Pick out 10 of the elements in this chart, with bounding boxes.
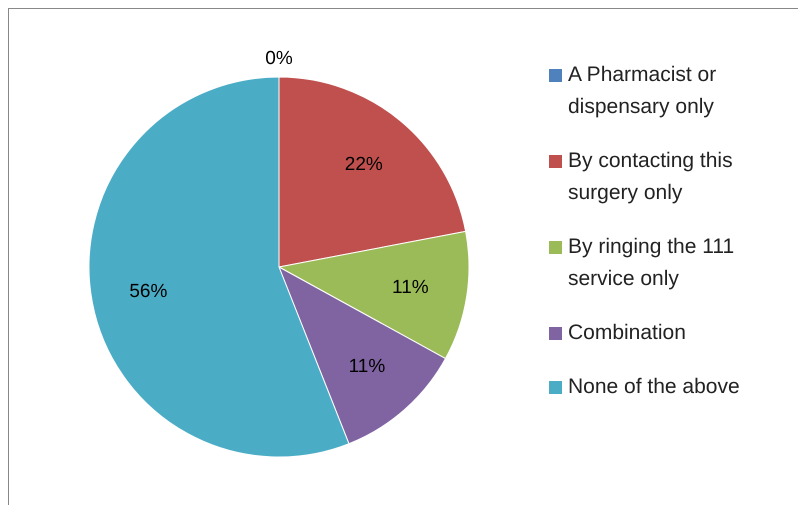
data-label: 11% <box>392 277 429 298</box>
legend-label: A Pharmacist or dispensary only <box>568 62 718 120</box>
legend-label: By ringing the 111 service only <box>568 234 736 292</box>
data-label: 56% <box>129 281 168 302</box>
text: 0% <box>265 48 293 70</box>
legend-label: None of the above <box>568 374 740 400</box>
data-label: 11% <box>348 356 386 377</box>
data-label: 22% <box>344 154 383 175</box>
legend-label: Combination <box>568 320 686 346</box>
legend-label: By contacting this surgery only <box>568 148 734 206</box>
